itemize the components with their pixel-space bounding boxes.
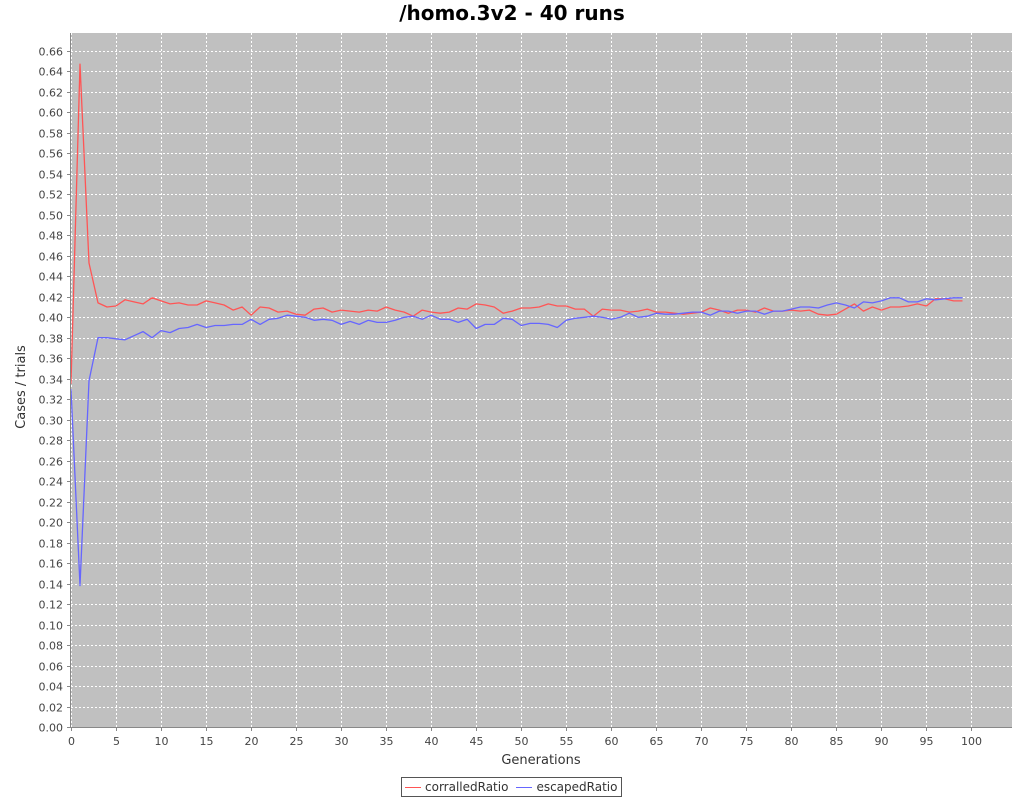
y-tick-label: 0.18	[39, 538, 64, 551]
legend-item-corralled-ratio: corralledRatio	[405, 780, 508, 794]
y-tick-label: 0.04	[39, 681, 64, 694]
legend-label-escaped-ratio: escapedRatio	[536, 780, 618, 794]
x-tick-label: 10	[155, 735, 169, 748]
x-tick-label: 70	[695, 735, 709, 748]
chart-title: /homo.3v2 - 40 runs	[399, 1, 625, 25]
x-tick-label: 80	[785, 735, 799, 748]
x-tick-label: 85	[830, 735, 844, 748]
y-tick-label: 0.06	[39, 661, 64, 674]
x-tick-label: 20	[245, 735, 259, 748]
y-tick-label: 0.54	[39, 169, 64, 182]
y-tick-label: 0.50	[39, 210, 64, 223]
x-tick-label: 40	[425, 735, 439, 748]
legend-swatch-escaped-ratio	[516, 786, 533, 788]
y-tick-label: 0.32	[39, 394, 64, 407]
x-tick-label: 35	[380, 735, 394, 748]
y-tick-label: 0.36	[39, 353, 64, 366]
y-tick-label: 0.46	[39, 251, 64, 264]
axis-ticks: 0.00 0.02 0.04 0.06 0.08 0.10 0.12 0.14 0.16 0.18…	[39, 46, 983, 749]
legend-label-corralled-ratio: corralledRatio	[425, 780, 509, 794]
x-tick-label: 5	[113, 735, 120, 748]
y-tick-label: 0.44	[39, 271, 64, 284]
legend-swatch-corralled-ratio	[405, 786, 421, 788]
x-tick-label: 45	[470, 735, 484, 748]
y-tick-label: 0.16	[39, 558, 64, 571]
y-tick-label: 0.38	[39, 333, 64, 346]
x-tick-label: 65	[650, 735, 664, 748]
series-line-corralled-ratio	[70, 63, 963, 384]
x-tick-label: 0	[68, 735, 75, 748]
y-tick-label: 0.00	[39, 722, 64, 735]
x-tick-label: 55	[560, 735, 574, 748]
y-tick-label: 0.12	[39, 599, 64, 612]
x-tick-label: 100	[961, 735, 982, 748]
y-tick-label: 0.02	[39, 702, 64, 715]
y-tick-label: 0.48	[39, 230, 64, 243]
x-tick-label: 15	[200, 735, 214, 748]
legend: corralledRatio escapedRatio	[401, 777, 623, 797]
y-axis-label: Cases / trials	[14, 345, 29, 429]
y-tick-label: 0.34	[39, 374, 64, 387]
legend-item-escaped-ratio: escapedRatio	[516, 780, 617, 794]
y-tick-label: 0.08	[39, 640, 64, 653]
y-tick-label: 0.24	[39, 476, 64, 489]
y-tick-label: 0.22	[39, 497, 64, 510]
grid	[71, 33, 1012, 728]
y-tick-label: 0.64	[39, 66, 64, 79]
y-tick-label: 0.56	[39, 148, 64, 161]
y-tick-label: 0.26	[39, 456, 64, 469]
y-tick-label: 0.10	[39, 620, 64, 633]
series-line-escaped-ratio	[70, 297, 963, 587]
x-axis-label: Generations	[501, 753, 581, 768]
x-tick-label: 60	[605, 735, 619, 748]
y-tick-label: 0.62	[39, 87, 64, 100]
y-tick-label: 0.14	[39, 579, 64, 592]
y-tick-label: 0.28	[39, 435, 64, 448]
x-tick-label: 30	[335, 735, 349, 748]
x-tick-label: 95	[920, 735, 934, 748]
x-tick-label: 25	[290, 735, 304, 748]
x-tick-label: 75	[740, 735, 754, 748]
y-tick-label: 0.42	[39, 292, 64, 305]
y-tick-label: 0.20	[39, 517, 64, 530]
y-tick-label: 0.40	[39, 312, 64, 325]
y-tick-label: 0.60	[39, 107, 64, 120]
series-lines	[70, 63, 963, 587]
y-tick-label: 0.66	[39, 46, 64, 59]
x-tick-label: 90	[875, 735, 889, 748]
y-tick-label: 0.58	[39, 128, 64, 141]
y-tick-label: 0.30	[39, 415, 64, 428]
y-tick-label: 0.52	[39, 189, 64, 202]
x-tick-label: 50	[515, 735, 529, 748]
